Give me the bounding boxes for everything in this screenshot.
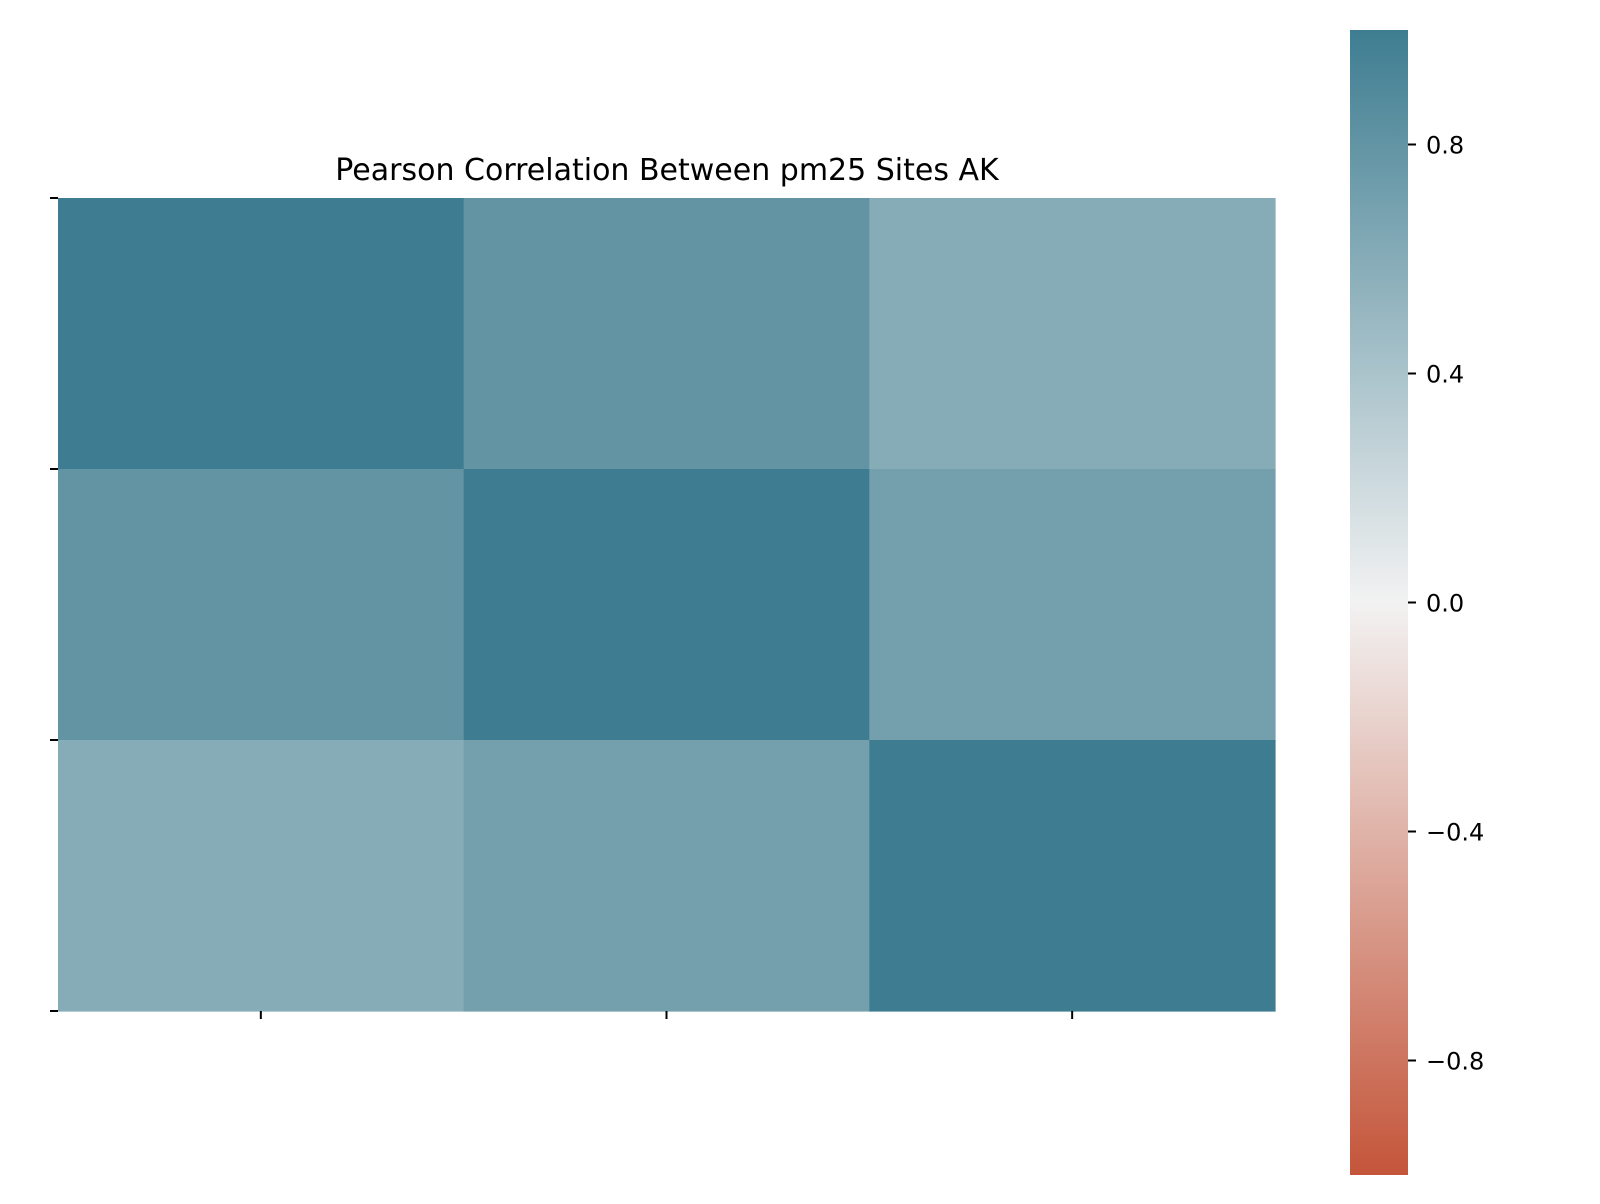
heatmap-cell-r1-c1 (463, 469, 870, 741)
heatmap-cell-r2-c2 (869, 740, 1276, 1012)
colorbar-tick-label: −0.4 (1426, 819, 1484, 847)
heatmap-cell-r0-c1 (463, 198, 870, 470)
colorbar (1350, 30, 1408, 1175)
colorbar-ticks: 0.8 0.4 0.0 −0.4 −0.8 (1408, 132, 1484, 1076)
axis-ticks (50, 197, 1074, 1019)
heatmap-cell-r1-c2 (869, 469, 1276, 741)
heatmap-cell-r2-c0 (58, 740, 465, 1012)
colorbar-tick-label: 0.0 (1426, 590, 1464, 618)
heatmap-cell-r0-c2 (869, 198, 1276, 470)
colorbar-tick-label: −0.8 (1426, 1048, 1484, 1076)
chart-title: Pearson Correlation Between pm25 Sites A… (335, 153, 1000, 188)
colorbar-tick-label: 0.8 (1426, 132, 1464, 160)
heatmap-cells (58, 198, 1276, 1012)
heatmap-cell-r2-c1 (463, 740, 870, 1012)
heatmap-cell-r1-c0 (58, 469, 465, 741)
heatmap-cell-r0-c0 (58, 198, 465, 470)
colorbar-tick-label: 0.4 (1426, 361, 1464, 389)
